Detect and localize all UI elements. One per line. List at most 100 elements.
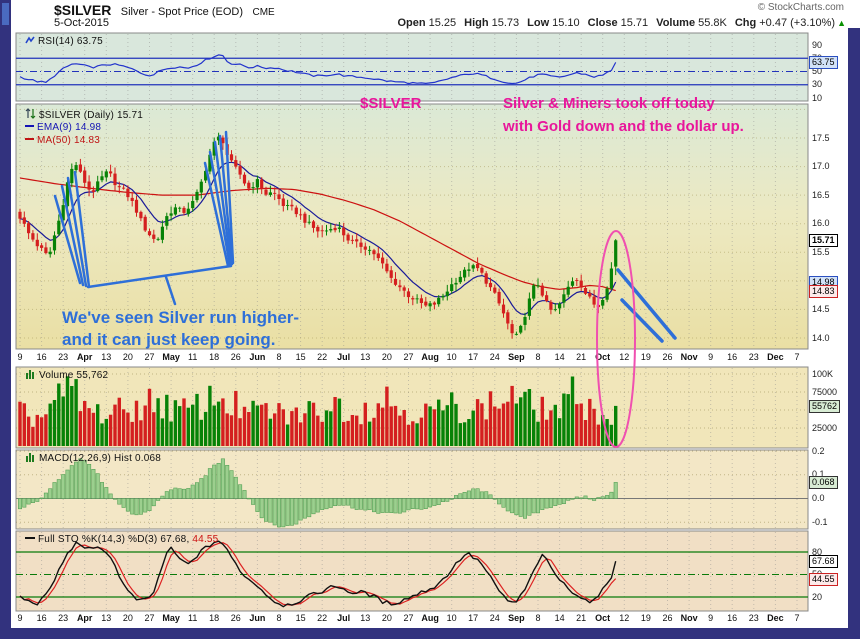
ema-legend-label: EMA(9) 14.98 (37, 122, 102, 133)
price-axis-tick: 14.0 (812, 332, 830, 343)
x-axis-label: 24 (489, 613, 500, 623)
x-axis-label: Sep (508, 352, 525, 362)
x-axis-label: 16 (727, 613, 738, 623)
x-axis-label: Oct (595, 352, 611, 362)
x-axis-label: 8 (535, 613, 541, 623)
sto-line-swatch (25, 537, 35, 539)
volume-axis-tick: 25000 (812, 422, 838, 433)
close-value-box: 15.71 (809, 234, 838, 248)
macd-legend-label: MACD(12,26,9) Hist 0.068 (39, 453, 162, 464)
x-axis-label: Nov (680, 352, 698, 362)
sto-legend: Full STO %K(14,3) %D(3) 67.68, 44.55 (25, 534, 218, 545)
x-axis-label: Jun (249, 613, 266, 623)
price-axis-tick: 17.0 (812, 161, 830, 172)
sto-legend-label-k: Full STO %K(14,3) %D(3) 67.68, (38, 534, 190, 545)
macd-histogram (17, 458, 618, 528)
macd-value-box: 0.068 (809, 476, 838, 490)
x-axis-label: 10 (446, 352, 457, 362)
header: $SILVER Silver - Spot Price (EOD) CME (54, 2, 275, 20)
macd-axis-tick: 0.0 (812, 493, 825, 503)
sto-k-value-box: 67.68 (809, 555, 838, 569)
x-axis-label: 20 (381, 352, 392, 362)
sto-d-value-box: 44.55 (809, 572, 838, 586)
macd-axis-tick: 0.2 (812, 445, 825, 456)
x-axis-label: Apr (76, 613, 93, 623)
rsi-line (19, 54, 617, 85)
candlestick-icon (25, 108, 36, 122)
x-axis-label: 19 (640, 613, 651, 623)
x-axis-label: Jun (249, 352, 266, 362)
x-axis-label: 14 (554, 613, 565, 623)
x-axis-label: 16 (36, 352, 47, 362)
copyright-link[interactable]: © StockCharts.com (757, 2, 844, 13)
symbol-description: Silver - Spot Price (EOD) (120, 6, 244, 18)
quote-row: Open 15.25 High 15.73 Low 15.10 Close 15.71 Volu… (390, 17, 847, 29)
x-axis-label: 18 (209, 352, 220, 362)
price-axis-tick: 16.0 (812, 218, 830, 229)
x-axis-label: 23 (748, 352, 759, 362)
quote-value-open: 15.25 (428, 17, 457, 29)
frame-bottom (0, 628, 860, 639)
ma-line-swatch (25, 138, 34, 140)
x-axis-label: 21 (576, 613, 587, 623)
rsi-axis-tick: 30 (812, 79, 823, 90)
change-up-arrow: ▲ (837, 18, 846, 28)
x-axis-label: 11 (188, 613, 198, 623)
quote-label-chg: Chg (734, 17, 757, 29)
quote-value-low: 15.10 (552, 17, 580, 29)
x-axis-label: 20 (381, 613, 392, 623)
x-axis-label: 19 (640, 352, 651, 362)
rsi-axis-tick: 90 (812, 39, 823, 50)
x-axis-label: 20 (122, 613, 133, 623)
x-axis-label: 20 (122, 352, 133, 362)
x-axis-label: 12 (619, 613, 630, 623)
ma-value-box: 14.83 (809, 284, 838, 298)
x-axis-label: 7 (794, 352, 800, 362)
x-axis-label: 9 (708, 613, 714, 623)
x-axis-label: 17 (468, 352, 479, 362)
x-axis-label: 15 (295, 352, 306, 362)
x-axis-label: Jul (337, 352, 351, 362)
x-axis-label: 13 (360, 613, 371, 623)
macd-axis-tick: 0.1 (812, 469, 825, 480)
x-axis-label: 16 (727, 352, 738, 362)
annotation-pink-line2: with Gold down and the dollar up. (503, 118, 744, 135)
x-axis-label: Oct (595, 613, 611, 623)
quote-label-open: Open (397, 17, 426, 29)
x-axis-label: 21 (576, 352, 587, 362)
volume-axis-tick: 75000 (812, 386, 838, 397)
x-axis-label: 10 (446, 613, 457, 623)
x-axis-label: Aug (421, 613, 439, 623)
quote-label-volume: Volume (656, 17, 696, 29)
rsi-axis-tick: 50 (812, 66, 823, 76)
x-axis-label: Aug (421, 352, 439, 362)
x-axis-label: Dec (767, 613, 784, 623)
symbol: $SILVER (54, 2, 112, 18)
x-axis-label: 8 (276, 352, 282, 362)
price-legend-label: $SILVER (Daily) 15.71 (39, 110, 144, 121)
quote-label-high: High (464, 17, 489, 29)
rsi-legend: RSI(14) 63.75 (25, 35, 103, 48)
x-axis-label: 17 (468, 613, 479, 623)
x-axis-label: 9 (708, 352, 714, 362)
sto-k-line (19, 540, 617, 608)
x-axis-label: 26 (230, 613, 241, 623)
macd-bars-icon (25, 452, 36, 465)
volume-legend: Volume 55,762 (25, 369, 108, 382)
x-axis-label: 23 (58, 613, 69, 623)
x-axis-label: 7 (794, 613, 800, 623)
x-axis-label: 14 (554, 352, 565, 362)
x-axis-label: Jul (337, 613, 351, 623)
volume-value-box: 55762 (809, 399, 841, 413)
exchange: CME (252, 7, 275, 18)
quote-value-chg: +0.47 (+3.10%) (759, 17, 836, 29)
x-axis-label: Sep (508, 613, 525, 623)
price-axis-tick: 16.5 (812, 189, 830, 200)
x-axis-label: 18 (209, 613, 220, 623)
annotation-blue-line2: and it can just keep going. (62, 330, 276, 349)
x-axis-label: 27 (144, 352, 155, 362)
stockcharts-logo-mark (2, 3, 9, 25)
annotation-blue-line1: We've seen Silver run higher- (62, 308, 300, 327)
